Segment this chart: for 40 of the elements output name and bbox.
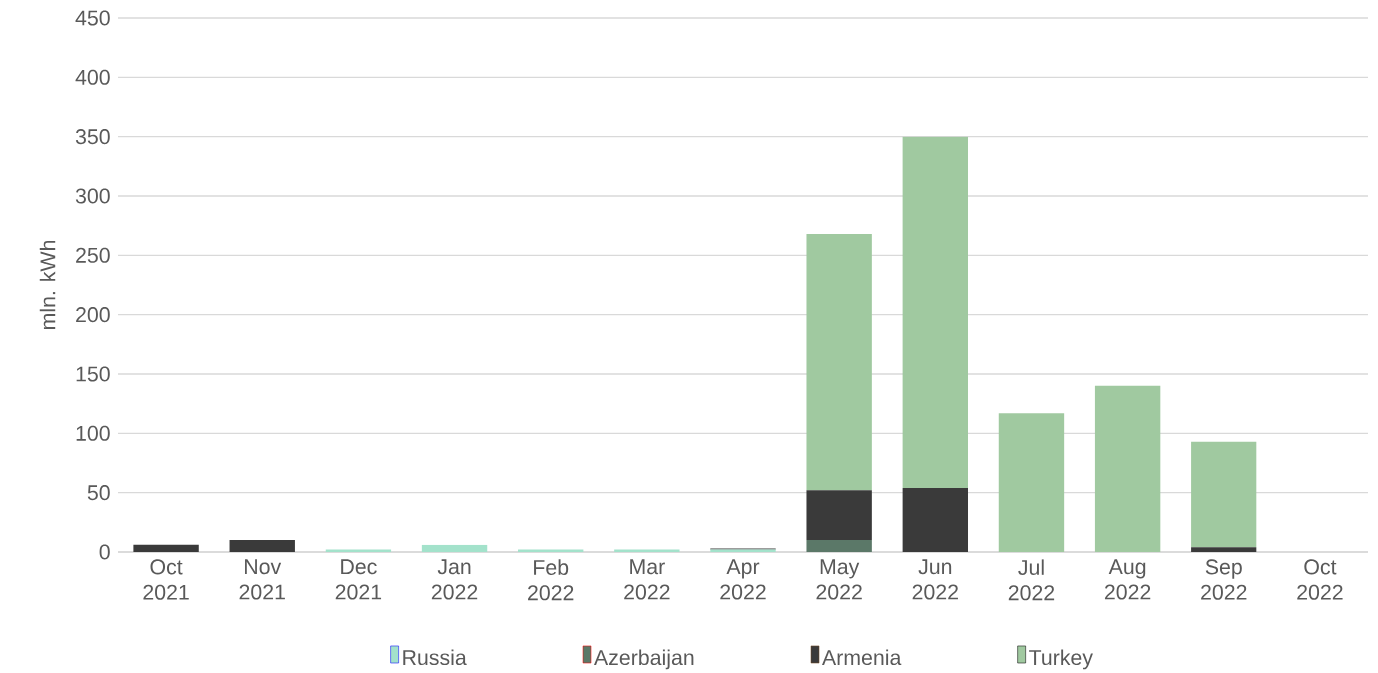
bar <box>1094 385 1161 552</box>
bar <box>229 540 295 552</box>
bar <box>1191 441 1257 548</box>
x-tick-label: Oct 2021 <box>143 559 189 600</box>
y-tick-label: 200 <box>76 307 110 323</box>
y-tick-label: 50 <box>87 485 110 501</box>
x-tick-label: Jul 2022 <box>1008 559 1055 601</box>
legend-label: Russia <box>403 649 467 666</box>
x-tick-label: May 2022 <box>816 559 862 600</box>
x-tick-label: Jun 2022 <box>912 559 958 600</box>
x-tick-label: Feb 2022 <box>528 559 574 601</box>
legend-label: Armenia <box>821 649 902 666</box>
x-tick-label: Mar 2022 <box>624 559 670 600</box>
y-tick-label: 250 <box>76 247 110 263</box>
x-tick-label: Aug 2022 <box>1104 559 1151 600</box>
y-tick-label: 450 <box>75 10 110 26</box>
y-tick-label: 300 <box>75 188 110 204</box>
bar <box>806 233 872 491</box>
bar <box>421 544 488 552</box>
x-tick-label: Oct 2022 <box>1297 559 1343 600</box>
y-axis-title: mln. kWh <box>39 240 56 329</box>
bar <box>806 540 872 552</box>
legend-label: Turkey <box>1029 649 1093 670</box>
bar <box>902 136 969 488</box>
legend-label: Azerbaijan <box>593 649 694 670</box>
bar <box>806 490 872 541</box>
x-tick-label: Apr 2022 <box>720 559 766 600</box>
y-tick-label: 0 <box>99 544 110 560</box>
bar <box>1191 547 1257 552</box>
x-tick-label: Jan 2022 <box>431 559 478 600</box>
y-tick-label: 400 <box>75 69 110 85</box>
x-tick-label: Sep 2022 <box>1201 559 1247 600</box>
bar <box>998 413 1065 552</box>
y-tick-label: 100 <box>76 425 110 441</box>
x-tick-label: Dec 2021 <box>335 559 382 600</box>
x-tick-label: Nov 2021 <box>239 559 285 600</box>
y-tick-label: 150 <box>76 366 110 382</box>
bar <box>902 487 969 552</box>
bar <box>133 544 199 552</box>
y-tick-label: 350 <box>75 129 110 145</box>
